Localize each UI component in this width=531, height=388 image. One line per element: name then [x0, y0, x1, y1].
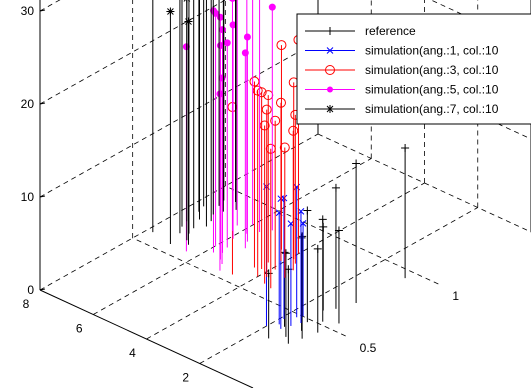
grid-line — [93, 158, 372, 315]
legend-label: simulation(ang.:5, col.:10 — [365, 83, 499, 97]
stem-marker — [299, 220, 307, 227]
stem-marker — [264, 269, 273, 278]
grid-line — [39, 133, 319, 291]
legend-label: simulation(ang.:1, col.:10 — [365, 44, 499, 58]
grid-line — [132, 237, 346, 337]
z-tick-label: 10 — [21, 190, 35, 204]
legend-marker — [327, 86, 333, 93]
stem-marker — [216, 90, 224, 98]
z-tick-mark — [39, 102, 46, 105]
stem-marker — [243, 33, 251, 41]
grid-line — [199, 207, 478, 364]
stem-marker — [313, 244, 322, 253]
x-tick-label: 0.5 — [360, 341, 377, 355]
stem-marker — [265, 143, 276, 154]
z-tick-mark — [39, 195, 46, 198]
grid-line — [225, 185, 439, 285]
grid-line — [39, 40, 319, 198]
stem-marker — [223, 39, 231, 47]
grid-line — [39, 0, 61, 12]
z-tick-label: 30 — [21, 4, 35, 18]
stem-marker — [261, 104, 272, 115]
stem-marker — [184, 17, 193, 26]
stem-marker — [279, 142, 290, 153]
y-tick-label: 6 — [76, 322, 83, 336]
stem-marker — [297, 208, 305, 215]
stem-marker — [259, 120, 270, 131]
data-stems — [152, 0, 410, 344]
z-tick-mark — [39, 9, 46, 12]
z-tick-mark — [39, 288, 46, 291]
legend-box — [296, 13, 531, 125]
grid-line — [39, 0, 227, 105]
legend-label: simulation(ang.:3, col.:10 — [365, 63, 499, 77]
z-tick-label: 0 — [27, 283, 34, 297]
stem-marker — [276, 40, 287, 51]
stem-marker — [216, 13, 224, 21]
stem-marker — [401, 143, 410, 152]
stem-marker — [280, 194, 288, 202]
stem-marker — [281, 249, 290, 258]
stem-marker — [331, 183, 340, 192]
stem-marker — [318, 215, 327, 224]
stem-marker — [298, 232, 307, 241]
axis-ticks: 0 10 20 30 2 4 6 8 0.5 1 — [21, 4, 460, 385]
stem-marker — [268, 3, 276, 11]
y-tick-label: 8 — [23, 297, 30, 311]
y-tick-label: 4 — [129, 346, 136, 360]
stem-marker — [166, 7, 175, 16]
grid-line — [146, 182, 425, 340]
legend: reference simulation(ang.:1, col.:10 simul… — [296, 13, 531, 125]
z-tick-label: 20 — [21, 97, 35, 111]
legend-label: simulation(ang.:7, col.:10 — [365, 102, 499, 116]
legend-marker — [326, 27, 334, 35]
stem-marker — [270, 115, 281, 126]
y-tick-label: 2 — [182, 371, 189, 385]
stem-marker — [256, 87, 267, 98]
legend-marker — [326, 105, 334, 113]
legend-marker — [325, 65, 335, 75]
stem-marker — [352, 159, 361, 168]
stem-marker — [303, 206, 312, 215]
legend-marker — [326, 47, 334, 54]
x-tick-label: 1 — [452, 289, 459, 303]
stem-marker — [229, 0, 236, 2]
stem-marker — [319, 222, 328, 231]
stem-marker — [249, 76, 260, 87]
legend-label: reference — [365, 24, 416, 38]
